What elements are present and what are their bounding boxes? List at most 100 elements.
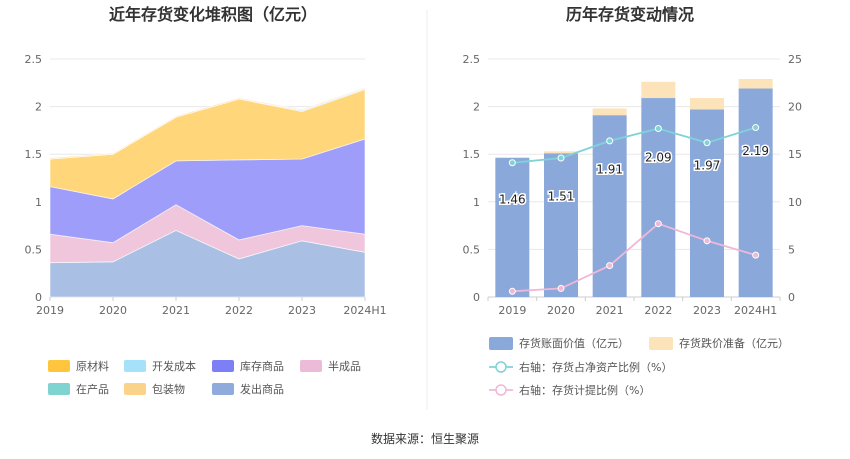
bar-impairment — [544, 151, 578, 154]
line-point-1 — [752, 251, 760, 259]
bar-impairment — [690, 98, 724, 110]
right-y-axis-left: 0 0.5 1 1.5 2 2.5 — [463, 53, 481, 304]
legend-line-marker — [495, 384, 507, 396]
right-legend: 存货账面价值（亿元） 存货跌价准备（亿元） 右轴：存货占净资产比例（%） 右轴：存货计… — [489, 336, 789, 397]
line-point-0 — [557, 154, 565, 162]
legend-label: 半成品 — [328, 359, 361, 373]
legend-label: 存货账面价值（亿元） — [519, 336, 629, 350]
right-y2-tick-label: 25 — [788, 53, 802, 66]
right-bar-series — [495, 78, 773, 298]
line-point-1 — [654, 220, 662, 228]
left-x-tick-label: 2022 — [225, 304, 253, 317]
legend-label: 发出商品 — [240, 382, 284, 396]
right-x-tick-label: 2024H1 — [734, 304, 777, 317]
legend-swatch — [124, 360, 146, 372]
right-y-tick-label: 2.5 — [463, 53, 481, 66]
legend-swatch — [124, 383, 146, 395]
line-point-1 — [508, 287, 516, 295]
left-x-tick-label: 2024H1 — [343, 304, 386, 317]
left-x-tick-label: 2019 — [36, 304, 64, 317]
legend-swatch — [649, 337, 673, 350]
right-x-tick-label: 2020 — [547, 304, 575, 317]
left-y-tick-label: 0 — [35, 291, 42, 304]
left-x-tick-label: 2021 — [162, 304, 190, 317]
line-point-0 — [508, 159, 516, 167]
bar-value-label: 2.19 — [742, 144, 769, 158]
bar-line-chart: 历年存货变动情况 1.46 1.51 1.91 2.09 1.97 2.19 0 0.5 1 1… — [463, 5, 803, 397]
legend-label: 开发成本 — [152, 359, 196, 373]
stacked-area-chart: 近年存货变化堆积图（亿元） 00.511.522.5 2019 2020 2021 2… — [25, 5, 387, 396]
bar-value-label: 1.91 — [596, 163, 623, 177]
right-bar-labels: 1.46 1.51 1.91 2.09 1.97 2.19 — [497, 143, 770, 209]
left-y-axis: 0 0.5 1 1.5 2 2.5 — [25, 53, 43, 304]
data-source: 数据来源：恒生聚源 — [371, 431, 479, 446]
right-y-tick-label: 1 — [473, 196, 480, 209]
right-line-series — [508, 124, 760, 295]
line-point-1 — [606, 262, 614, 270]
right-x-axis: 2019 2020 2021 2022 2023 2024H1 — [487, 297, 781, 317]
legend-label: 右轴：存货计提比例（%） — [519, 383, 650, 397]
left-x-axis: 2019 2020 2021 2022 2023 2024H1 — [36, 297, 387, 317]
left-y-tick-label: 1 — [35, 196, 42, 209]
legend-swatch — [212, 360, 234, 372]
left-x-tick-label: 2020 — [99, 304, 127, 317]
right-x-tick-label: 2021 — [596, 304, 624, 317]
right-y2-tick-label: 20 — [788, 101, 802, 114]
bar-book-value — [544, 153, 578, 297]
line-point-0 — [654, 124, 662, 132]
area-series-6 — [49, 87, 366, 160]
line-point-0 — [606, 137, 614, 145]
bar-book-value — [690, 109, 724, 298]
right-y2-tick-label: 10 — [788, 196, 802, 209]
bar-impairment — [592, 108, 627, 116]
right-y2-tick-label: 15 — [788, 148, 802, 161]
line-series-1 — [512, 222, 756, 293]
legend-line-marker — [495, 361, 507, 373]
right-x-tick-label: 2023 — [693, 304, 721, 317]
left-area-series — [49, 87, 366, 298]
left-chart-title: 近年存货变化堆积图（亿元） — [109, 5, 317, 24]
bar-impairment — [495, 157, 530, 159]
right-y-tick-label: 1.5 — [463, 148, 481, 161]
legend-label: 在产品 — [76, 382, 109, 396]
left-y-tick-label: 1.5 — [25, 148, 43, 161]
right-y-tick-label: 2 — [473, 101, 480, 114]
left-y-tick-label: 2.5 — [25, 53, 43, 66]
right-y-axis-right: 0 5 10 15 20 25 — [788, 53, 802, 304]
bar-value-label: 1.51 — [548, 189, 575, 203]
legend-swatch — [300, 360, 322, 372]
bar-book-value — [738, 88, 773, 298]
legend-swatch — [48, 360, 70, 372]
bar-book-value — [495, 158, 530, 297]
bar-value-label: 1.97 — [694, 159, 721, 173]
right-y2-tick-label: 5 — [788, 243, 795, 256]
left-x-tick-label: 2023 — [288, 304, 316, 317]
legend-label: 包装物 — [152, 382, 185, 396]
bar-impairment — [641, 81, 676, 99]
legend-label: 原材料 — [76, 359, 109, 373]
right-chart-title: 历年存货变动情况 — [566, 5, 694, 24]
bar-value-label: 1.46 — [499, 193, 526, 207]
legend-swatch — [48, 383, 70, 395]
legend-swatch — [212, 383, 234, 395]
line-series-0 — [512, 126, 756, 164]
line-point-0 — [752, 124, 760, 132]
line-point-1 — [703, 237, 711, 245]
left-y-tick-label: 2 — [35, 101, 42, 114]
line-point-0 — [703, 139, 711, 147]
right-y-tick-label: 0.5 — [463, 243, 481, 256]
right-y-tick-label: 0 — [473, 291, 480, 304]
right-grid — [488, 58, 780, 298]
right-x-tick-label: 2019 — [498, 304, 526, 317]
bar-value-label: 2.09 — [645, 151, 672, 165]
legend-label: 存货跌价准备（亿元） — [679, 336, 789, 350]
right-x-tick-label: 2022 — [644, 304, 672, 317]
left-y-tick-label: 0.5 — [25, 243, 43, 256]
bar-impairment — [738, 78, 773, 89]
right-y2-tick-label: 0 — [788, 291, 795, 304]
legend-swatch — [489, 337, 513, 350]
legend-label: 右轴：存货占净资产比例（%） — [519, 360, 672, 374]
legend-label: 库存商品 — [240, 359, 284, 373]
